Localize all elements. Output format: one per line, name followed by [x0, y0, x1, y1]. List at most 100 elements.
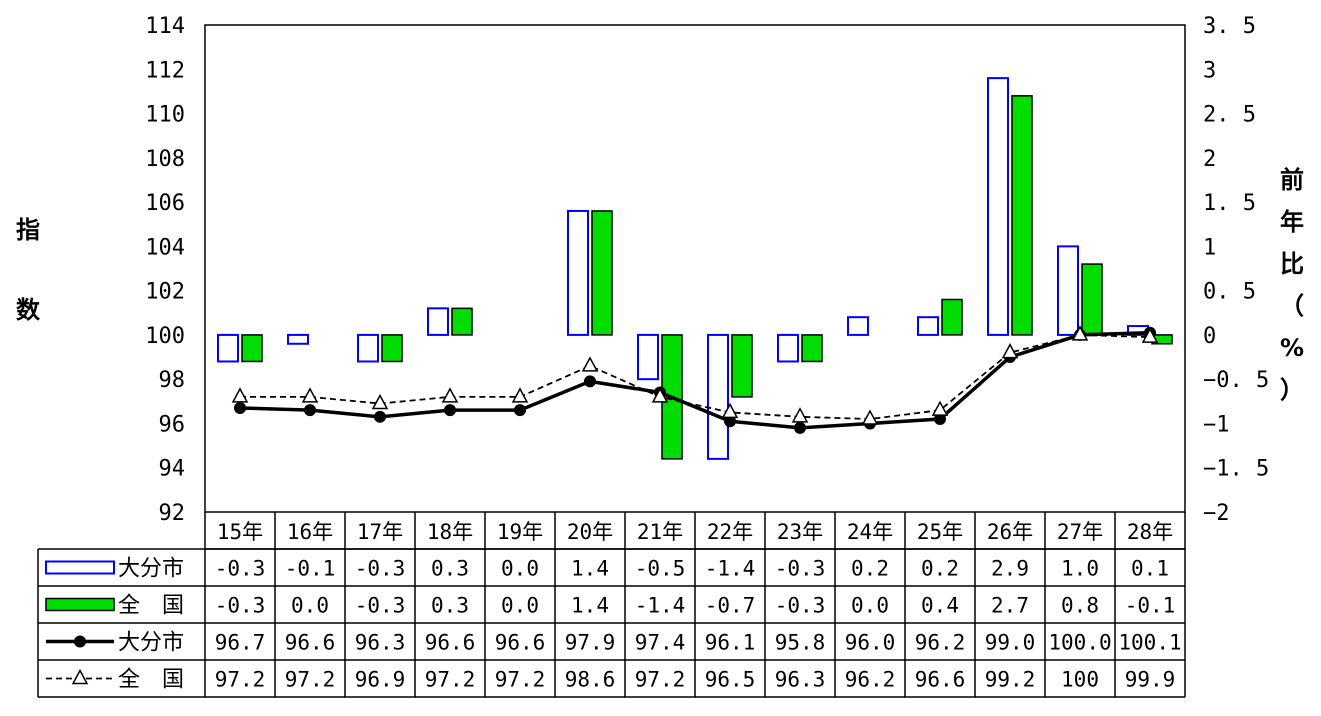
category-label: 18年	[427, 520, 473, 544]
right-axis-label-char: 前	[1280, 166, 1304, 194]
legend-swatch-oita-bar	[45, 560, 115, 575]
marker-oita	[934, 413, 946, 426]
marker-oita	[724, 415, 736, 428]
left-tick-label: 104	[145, 235, 185, 260]
right-axis-label-char: （	[1280, 292, 1304, 320]
legend-marker-national	[71, 668, 89, 685]
bar-national	[241, 334, 263, 363]
table-cell-value: -0.3	[215, 594, 266, 618]
category-label: 21年	[637, 520, 683, 544]
table-cell-value: 96.6	[915, 668, 966, 692]
table-cell-value: 0.0	[501, 557, 539, 581]
left-tick-label: 96	[159, 412, 186, 437]
table-cell-value: 97.2	[285, 668, 336, 692]
bar-oita	[637, 333, 659, 381]
table-cell-value: 1.0	[1061, 557, 1099, 581]
marker-national	[581, 356, 599, 372]
marker-national	[301, 387, 319, 403]
right-tick-label: 2. 5	[1203, 103, 1256, 128]
marker-national	[371, 393, 389, 410]
table-cell-value: 96.2	[915, 631, 966, 655]
table-cell-value: 96.7	[215, 631, 266, 655]
marker-national	[231, 387, 249, 403]
table-cell-value: 1.4	[571, 557, 609, 581]
category-label: 16年	[287, 520, 333, 544]
left-tick-label: 112	[145, 58, 185, 83]
marker-national	[861, 409, 879, 425]
table-cell-value: 99.2	[985, 668, 1036, 692]
bar-national	[451, 307, 473, 336]
bar-oita	[217, 333, 239, 363]
category-label: 28年	[1127, 520, 1173, 544]
bar-oita	[777, 333, 799, 363]
bar-oita	[357, 333, 379, 363]
table-cell-value: 96.9	[355, 668, 406, 692]
table-cell-value: 2.7	[991, 594, 1029, 618]
right-tick-label: 3. 5	[1203, 14, 1256, 39]
right-tick-label: −1. 5	[1203, 457, 1269, 482]
marker-oita	[234, 401, 246, 414]
right-axis-label-char: 年	[1280, 208, 1304, 236]
legend-series-name: 全 国	[118, 668, 184, 693]
category-label: 15年	[217, 520, 263, 544]
legend-swatch-national-bar	[45, 597, 115, 612]
bar-oita	[707, 333, 729, 460]
table-cell-value: 99.0	[985, 631, 1036, 655]
marker-oita	[584, 375, 596, 388]
left-tick-label: 94	[159, 457, 186, 482]
bar-oita	[427, 307, 449, 336]
table-cell-value: 0.4	[921, 594, 959, 618]
legend-series-name: 全 国	[118, 594, 184, 619]
bar-oita	[1057, 245, 1079, 336]
marker-national	[1071, 325, 1089, 341]
table-cell-value: -0.7	[705, 594, 756, 618]
table-cell-value: 0.2	[851, 557, 889, 581]
table-cell-value: -0.5	[635, 557, 686, 581]
marker-national	[1001, 343, 1019, 359]
category-label: 20年	[567, 520, 613, 544]
marker-national	[721, 402, 739, 419]
line-national	[240, 334, 1151, 420]
right-tick-label: 3	[1203, 58, 1216, 83]
table-cell-value: 96.5	[705, 668, 756, 692]
category-label: 17年	[357, 520, 403, 544]
table-cell-value: 100.1	[1118, 631, 1181, 655]
table-cell-value: 97.4	[635, 631, 686, 655]
legend-series-name: 大分市	[118, 557, 184, 582]
table-cell-value: 96.1	[705, 631, 756, 655]
right-tick-label: −1	[1203, 412, 1230, 437]
table-cell-value: 2.9	[991, 557, 1029, 581]
category-label: 26年	[987, 520, 1033, 544]
marker-oita	[444, 404, 456, 417]
marker-oita	[794, 421, 806, 434]
table-cell-value: 100	[1061, 668, 1099, 692]
table-cell-value: 0.8	[1061, 594, 1099, 618]
category-label: 22年	[707, 520, 753, 544]
bar-national	[1081, 263, 1103, 336]
category-label: 23年	[777, 520, 823, 544]
table-cell-value: 96.6	[425, 631, 476, 655]
table-cell-value: 0.0	[291, 594, 329, 618]
marker-oita	[374, 410, 386, 423]
table-cell-value: 96.3	[355, 631, 406, 655]
right-tick-label: 0	[1203, 324, 1216, 349]
right-tick-label: −0. 5	[1203, 368, 1269, 393]
left-tick-label: 100	[145, 324, 185, 349]
table-cell-value: -0.1	[285, 557, 336, 581]
right-tick-label: 1	[1203, 235, 1216, 260]
left-tick-label: 108	[145, 147, 185, 172]
plot-frame	[204, 24, 1186, 513]
legend-marker-oita	[74, 635, 86, 648]
table-cell-value: 0.2	[921, 557, 959, 581]
left-tick-label: 114	[145, 14, 185, 39]
right-tick-label: 1. 5	[1203, 191, 1256, 216]
bar-national	[381, 334, 403, 363]
left-axis-label-char: 指	[16, 216, 40, 244]
category-label: 19年	[497, 520, 543, 544]
table-cell-value: 96.6	[495, 631, 546, 655]
table-cell-value: 98.6	[565, 668, 616, 692]
right-tick-label: −2	[1203, 501, 1230, 526]
left-tick-label: 92	[159, 501, 186, 526]
